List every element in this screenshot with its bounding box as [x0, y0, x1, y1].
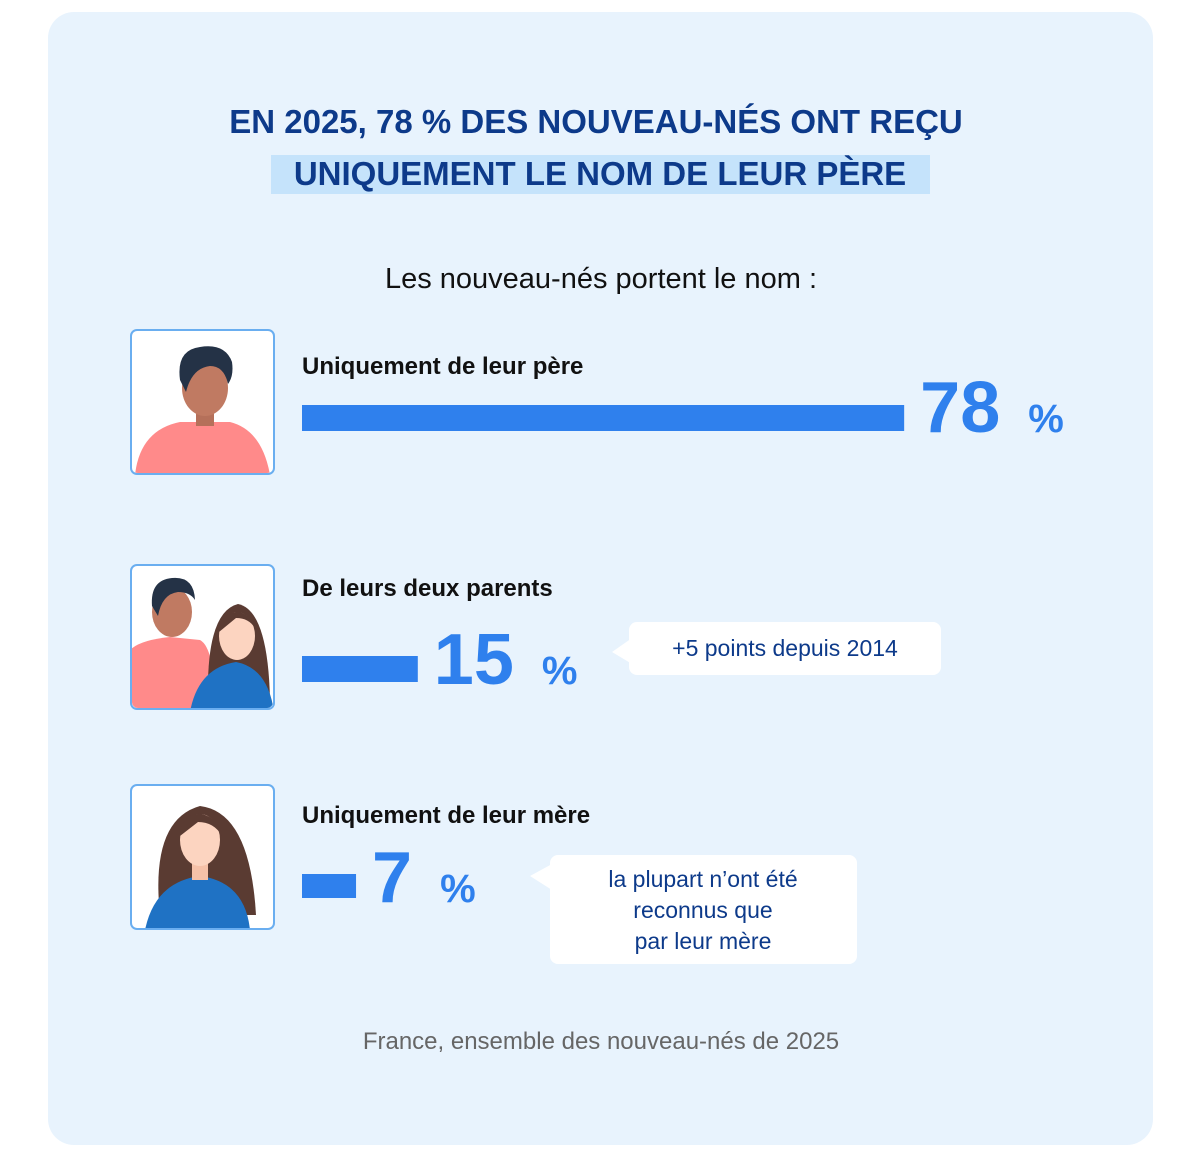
value-label: 15 %: [434, 620, 578, 700]
category-label: Uniquement de leur père: [302, 353, 583, 380]
category-label: Uniquement de leur mère: [302, 802, 590, 829]
value-unit: %: [440, 867, 476, 911]
annotation-bubble: [612, 622, 941, 675]
subtitle: Les nouveau-nés portent le nom :: [385, 263, 817, 295]
annotation: par leur mère: [635, 928, 772, 954]
icon-mother: [130, 784, 275, 930]
bar: [302, 405, 905, 431]
annotation-bubble: [530, 855, 857, 964]
chart-title: EN 2025, 78 % DES NOUVEAU-NÉS ONT REÇU: [229, 103, 963, 140]
annotation: la plupart n’ont été: [608, 866, 797, 892]
card: [48, 12, 1153, 1145]
value-number: 7: [372, 838, 432, 918]
value-number: 78: [920, 368, 1020, 448]
value-unit: %: [1028, 397, 1064, 441]
bar: [302, 874, 357, 898]
chart-title: UNIQUEMENT LE NOM DE LEUR PÈRE: [294, 155, 906, 192]
icon-parents: [130, 564, 275, 710]
value-number: 15: [434, 620, 534, 700]
footnote: France, ensemble des nouveau-nés de 2025: [363, 1028, 839, 1055]
annotation: +5 points depuis 2014: [672, 635, 898, 661]
value-label: 78 %: [920, 368, 1064, 448]
title-highlight: [271, 155, 930, 194]
value-label: 7 %: [372, 838, 476, 918]
value-unit: %: [542, 649, 578, 693]
bar: [302, 656, 418, 682]
annotation: reconnus que: [633, 897, 772, 923]
icon-father: [130, 329, 275, 475]
category-label: De leurs deux parents: [302, 575, 553, 602]
